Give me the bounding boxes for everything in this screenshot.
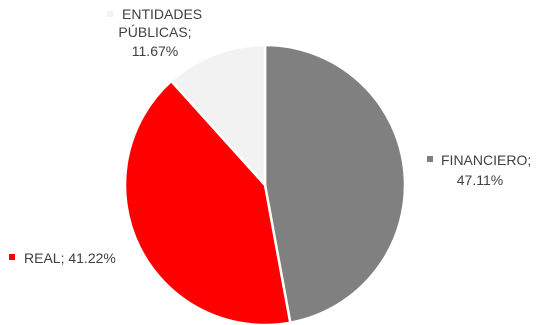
label-entidades-line2: PÚBLICAS; xyxy=(118,24,191,40)
pie-slice-financiero xyxy=(263,43,407,324)
label-real: REAL; 41.22% xyxy=(9,250,116,266)
label-entidades-line1: ENTIDADES xyxy=(122,6,202,22)
label-entidades-publicas: ENTIDADES PÚBLICAS; 11.67% xyxy=(107,6,202,59)
legend-key-real xyxy=(9,254,15,260)
legend-key-entidades-publicas xyxy=(107,11,113,17)
label-real-text: REAL; 41.22% xyxy=(24,250,116,266)
label-financiero-name: FINANCIERO; xyxy=(441,152,531,168)
pie-slices xyxy=(123,43,407,325)
legend-key-financiero xyxy=(427,156,433,162)
label-entidades-value: 11.67% xyxy=(132,43,178,59)
pie-slice-entidades-p-blicas xyxy=(170,43,267,187)
label-financiero: FINANCIERO; 47.11% xyxy=(427,152,531,188)
label-financiero-value: 47.11% xyxy=(457,172,503,188)
pie-slice-real xyxy=(123,79,292,325)
